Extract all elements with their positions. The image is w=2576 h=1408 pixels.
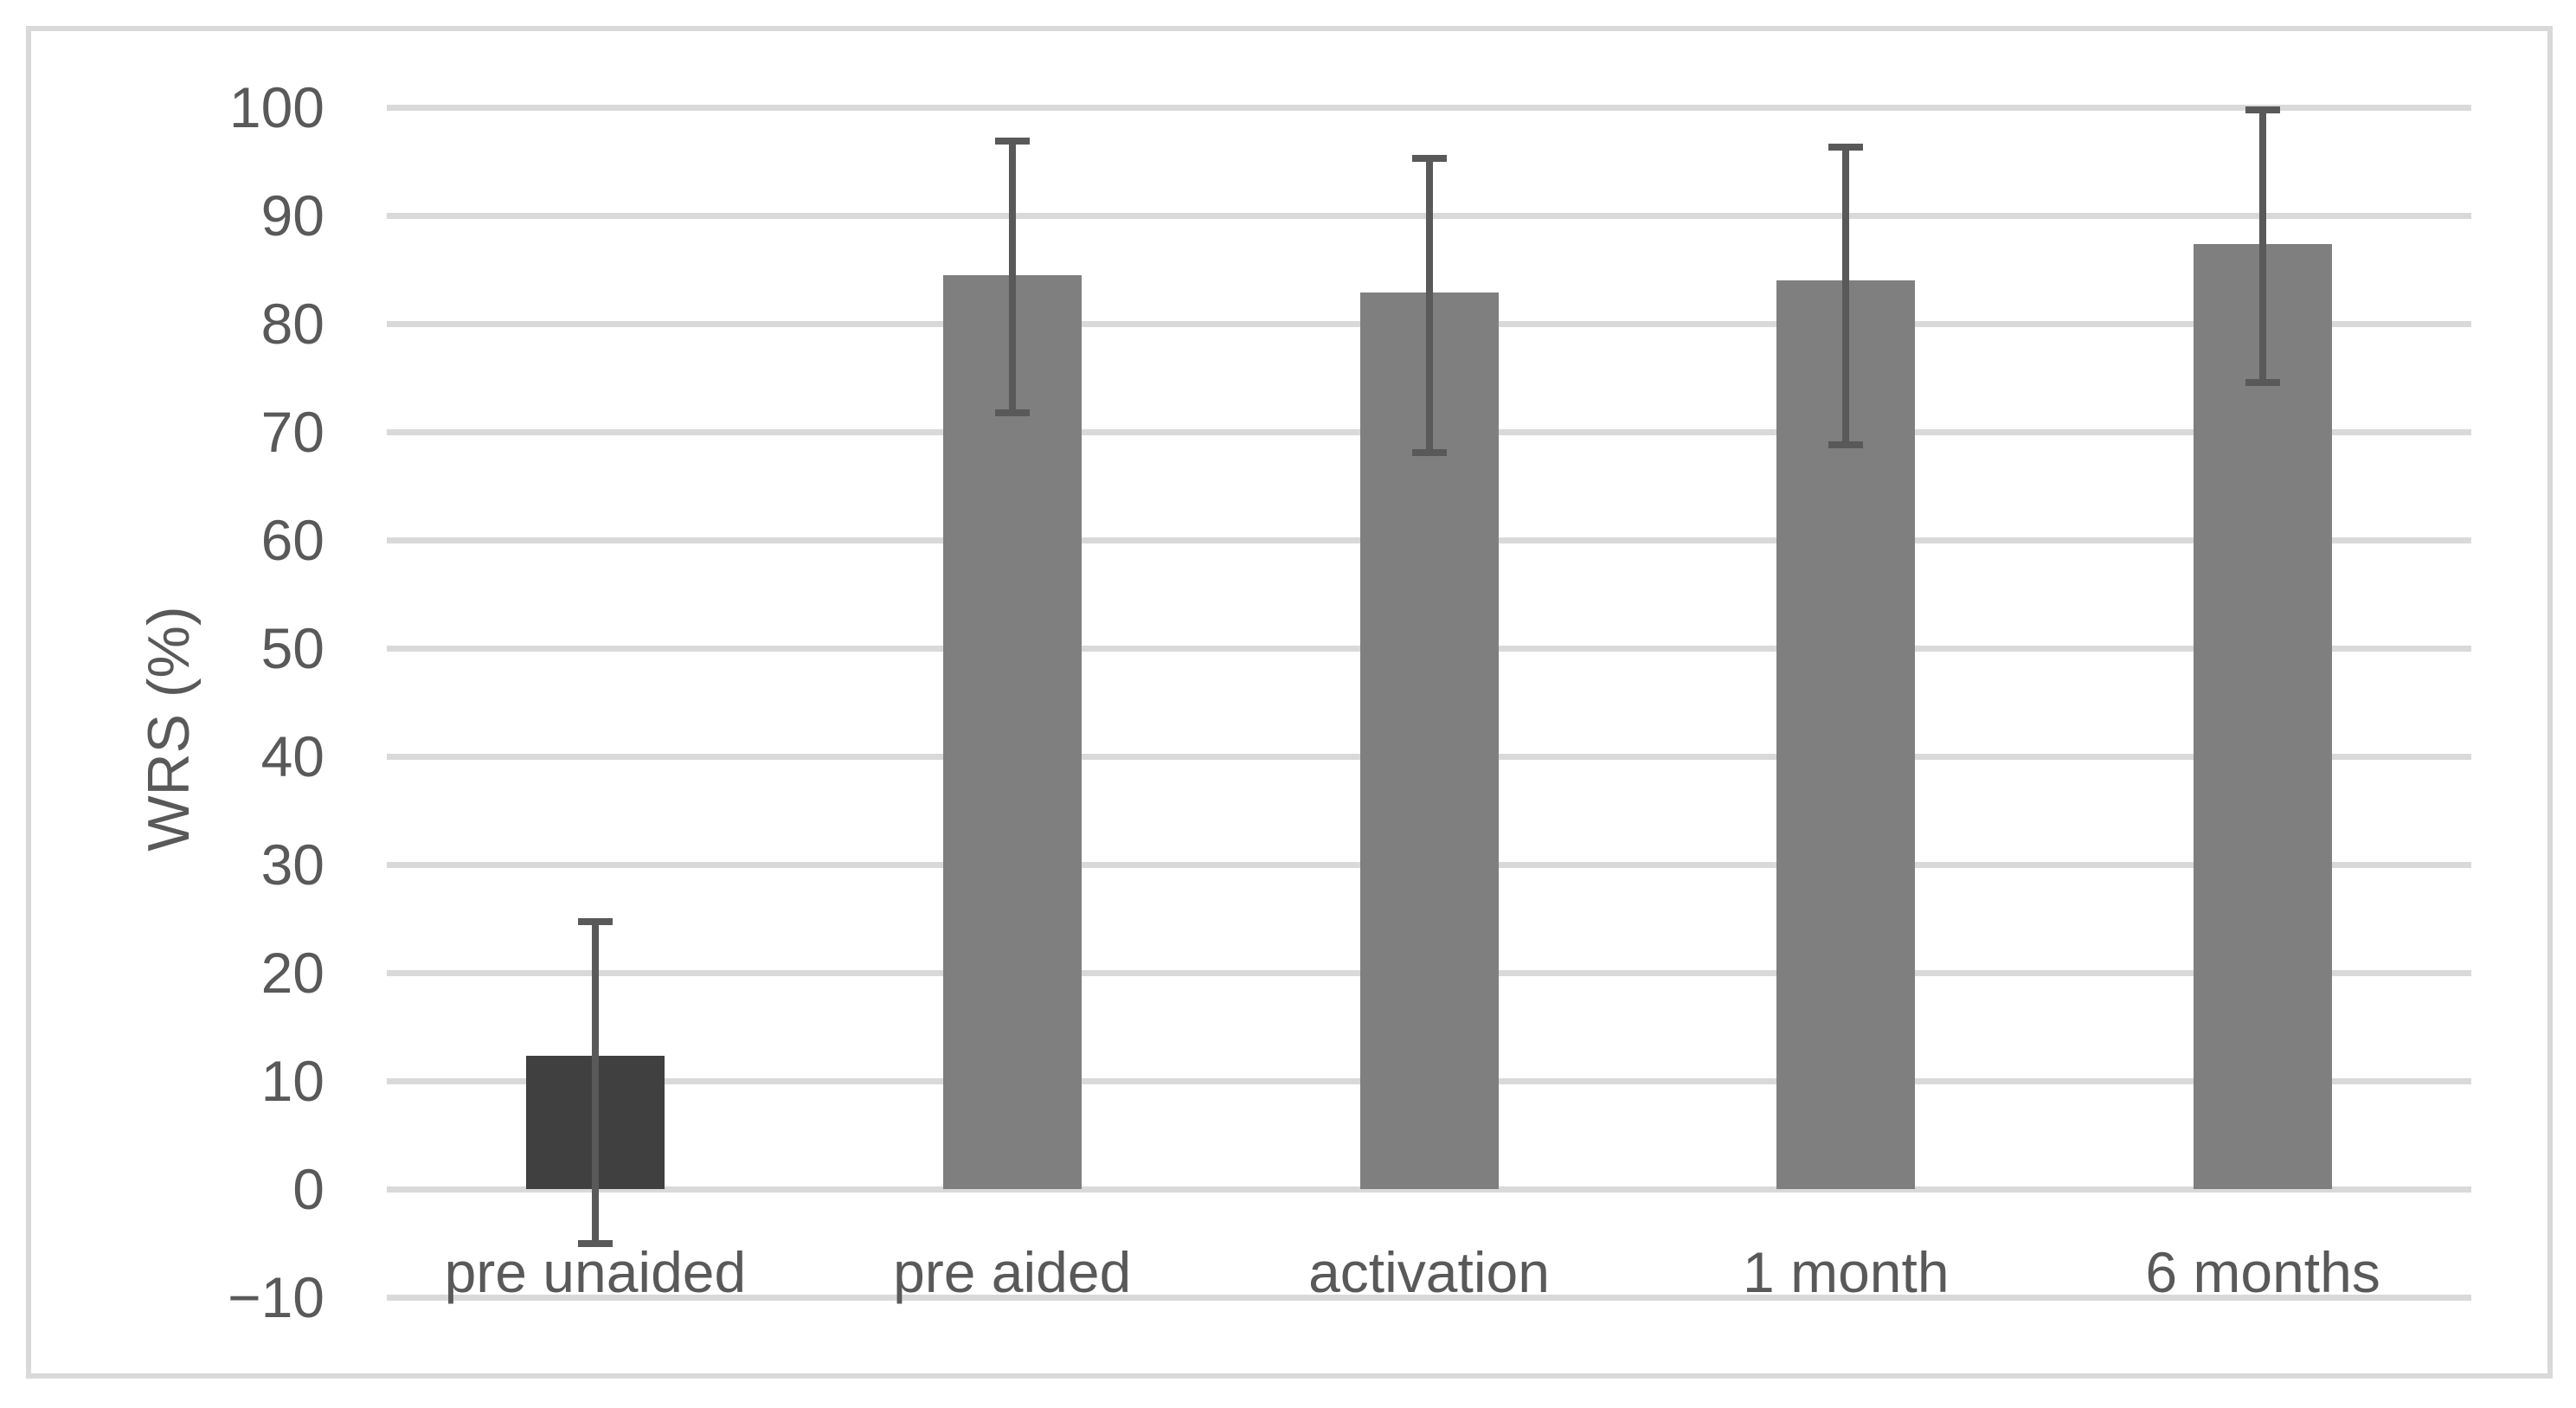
error-bar-cap-bottom-activation xyxy=(1411,448,1447,456)
bar-6-months xyxy=(2194,243,2333,1189)
x-tick-label-pre-unaided: pre unaided xyxy=(444,1240,747,1304)
y-tick-label-100: 100 xyxy=(228,75,324,139)
error-bar-6-months xyxy=(2259,109,2267,383)
y-tick-label-60: 60 xyxy=(260,508,324,572)
y-tick-label-40: 40 xyxy=(260,724,324,788)
error-bar-cap-top-pre-unaided xyxy=(577,918,613,926)
error-bar-cap-bottom-1-month xyxy=(1828,441,1864,448)
y-tick-label-0: 0 xyxy=(292,1157,324,1221)
x-tick-label-6-months: 6 months xyxy=(2145,1240,2380,1304)
y-tick-label-80: 80 xyxy=(260,292,324,356)
y-tick-label-50: 50 xyxy=(260,616,324,680)
error-bar-cap-top-pre-aided xyxy=(994,137,1030,145)
error-bar-1-month xyxy=(1842,147,1850,446)
y-tick-label-30: 30 xyxy=(260,833,324,897)
x-tick-label-activation: activation xyxy=(1308,1240,1550,1304)
bar-pre-aided xyxy=(942,274,1082,1190)
error-bar-cap-top-6-months xyxy=(2245,106,2281,113)
error-bar-cap-bottom-pre-unaided xyxy=(577,1239,613,1247)
error-bar-activation xyxy=(1425,158,1433,453)
chart-frame xyxy=(26,26,2553,1379)
error-bar-cap-bottom-pre-aided xyxy=(994,408,1030,416)
error-bar-cap-top-1-month xyxy=(1828,144,1864,151)
error-bar-pre-unaided xyxy=(591,922,599,1244)
gridline--10 xyxy=(387,1294,2471,1301)
error-bar-cap-top-activation xyxy=(1411,154,1447,162)
y-tick-label-70: 70 xyxy=(260,400,324,464)
gridline-100 xyxy=(387,104,2471,111)
y-tick-label-20: 20 xyxy=(260,941,324,1005)
x-tick-label-pre-aided: pre aided xyxy=(893,1240,1132,1304)
error-bar-cap-bottom-6-months xyxy=(2245,378,2281,386)
x-tick-label-1-month: 1 month xyxy=(1743,1240,1950,1304)
error-bar-pre-aided xyxy=(1008,140,1016,413)
y-tick-label-90: 90 xyxy=(260,183,324,248)
gridline-0 xyxy=(387,1186,2471,1193)
y-tick-label-10: 10 xyxy=(260,1049,324,1113)
y-tick-label--10: −10 xyxy=(228,1265,324,1329)
